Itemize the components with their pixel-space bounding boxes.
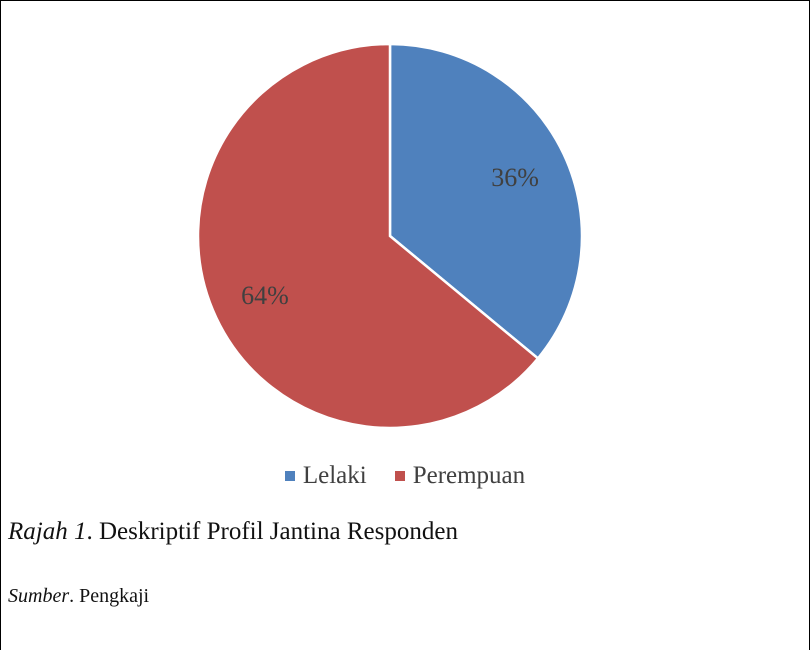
legend-swatch-perempuan bbox=[394, 471, 405, 481]
legend-item-perempuan: Perempuan bbox=[394, 462, 526, 490]
data-label-perempuan: 64% bbox=[241, 281, 289, 310]
legend-swatch-lelaki bbox=[284, 471, 295, 481]
source-prefix: Sumber bbox=[8, 585, 70, 607]
pie-slice-perempuan bbox=[196, 42, 540, 430]
source-text: . Pengkaji bbox=[69, 585, 150, 607]
figure-caption: Rajah 1. Deskriptif Profil Jantina Respo… bbox=[8, 518, 458, 546]
legend-label-lelaki: Lelaki bbox=[302, 462, 367, 489]
pie-chart: 36% 64% bbox=[196, 42, 584, 430]
pie-slice-lelaki bbox=[388, 42, 584, 361]
figure-source: Sumber. Pengkaji bbox=[8, 585, 149, 608]
caption-text: . Deskriptif Profil Jantina Responden bbox=[86, 518, 458, 545]
caption-prefix: Rajah 1 bbox=[8, 518, 87, 545]
legend-item-lelaki: Lelaki bbox=[284, 462, 367, 490]
chart-legend: Lelaki Perempuan bbox=[0, 462, 810, 490]
legend-label-perempuan: Perempuan bbox=[412, 462, 526, 489]
data-label-lelaki: 36% bbox=[491, 163, 539, 192]
